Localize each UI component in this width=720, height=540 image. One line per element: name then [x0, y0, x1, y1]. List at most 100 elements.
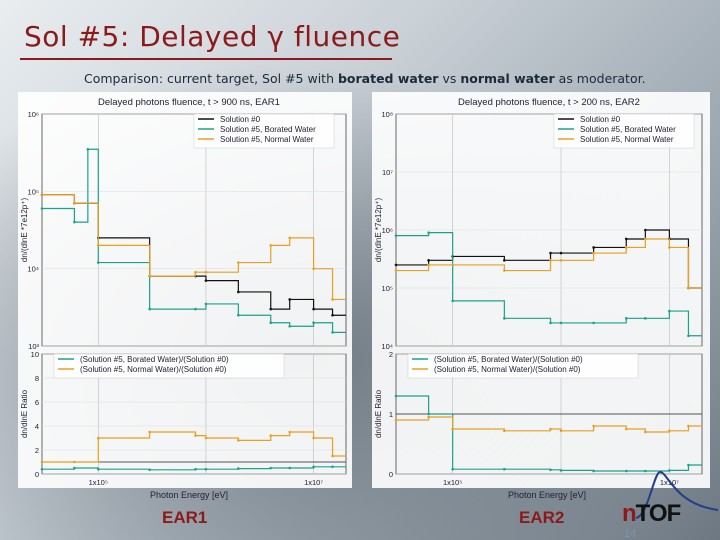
data-point: [288, 430, 292, 434]
data-point: [394, 234, 398, 237]
y-tick-label: 10⁴: [381, 342, 393, 350]
data-point: [451, 467, 454, 471]
data-point: [331, 465, 334, 469]
ntof-logo-n: n: [622, 500, 637, 527]
x-axis-label-ear1: Photon Energy [eV]: [150, 490, 229, 500]
data-point: [668, 246, 671, 249]
data-point: [269, 321, 273, 325]
data-point: [237, 261, 240, 264]
legend-entry: Solution #0: [220, 115, 261, 124]
data-point: [592, 246, 595, 249]
x-axis-label-ear2: Photon Energy [eV]: [508, 490, 587, 500]
y-tick-label: 10⁶: [382, 226, 393, 235]
data-point: [288, 298, 292, 301]
y-tick-label: 4: [35, 422, 39, 431]
legend-entry: Solution #5, Borated Water: [220, 125, 316, 134]
data-point: [269, 307, 273, 311]
subtitle-text-3: as moderator.: [554, 71, 646, 86]
legend-entry: (Solution #5, Normal Water)/(Solution #0…: [80, 365, 227, 374]
data-point: [549, 468, 552, 472]
data-point: [194, 434, 197, 437]
y-tick-label: 1: [389, 410, 393, 419]
data-point: [427, 231, 430, 234]
data-point: [40, 193, 44, 197]
y-tick-label: 10⁶: [28, 110, 39, 119]
series-line: [396, 416, 702, 433]
data-point: [237, 439, 240, 442]
legend-box: [553, 113, 695, 149]
data-point: [331, 313, 334, 317]
data-point: [503, 429, 506, 433]
legend-entry: (Solution #5, Borated Water)/(Solution #…: [80, 355, 229, 364]
chart-ear1-ratio: 10 8 6 4 2 0 1x10⁵ 1x10⁷ dn/dlnE Ratio (Solution …: [18, 350, 352, 488]
x-tick-label: 1x10⁷: [304, 478, 323, 487]
data-point: [549, 321, 552, 325]
data-point: [73, 202, 76, 205]
chart-svg: 10⁶ 10⁵ 10⁴ 10³ Delayed photons fluence, t >…: [20, 97, 347, 350]
legend-entry: Solution #5, Normal Water: [580, 135, 674, 144]
y-axis-label: dn/dlnE Ratio: [20, 389, 29, 438]
data-point: [204, 467, 208, 471]
chart-svg: 10⁸ 10⁷ 10⁶ 10⁵ 10⁴ Delayed photons fluence, …: [374, 97, 703, 350]
data-point: [644, 237, 647, 241]
data-point: [668, 309, 671, 313]
y-tick-label: 2: [35, 446, 39, 455]
data-point: [204, 436, 208, 440]
data-point: [559, 469, 563, 472]
subtitle-borated: borated water: [337, 71, 439, 86]
data-point: [148, 274, 151, 278]
data-point: [312, 465, 315, 469]
data-point: [96, 261, 100, 264]
chart-title: Delayed photons fluence, t > 900 ns, EAR…: [98, 97, 280, 108]
data-point: [269, 434, 273, 437]
data-point: [427, 259, 430, 262]
data-point: [148, 307, 151, 311]
data-point: [427, 415, 430, 419]
legend-box: [407, 353, 639, 379]
data-point: [148, 430, 151, 434]
data-point: [559, 259, 563, 262]
data-point: [269, 244, 273, 247]
data-point: [624, 317, 628, 320]
y-axis-label: dn/(dlnE *7e12p⁺): [374, 198, 383, 263]
x-tick-label: 1x10⁵: [443, 478, 462, 487]
data-point: [687, 334, 690, 338]
legend-entry: Solution #5, Borated Water: [580, 125, 676, 134]
data-point: [451, 263, 454, 267]
data-point: [592, 321, 595, 325]
data-point: [73, 460, 76, 464]
y-tick-label: 10³: [28, 342, 39, 350]
data-point: [148, 468, 151, 472]
data-point: [73, 220, 76, 224]
ntof-logo: nTOF: [622, 500, 682, 528]
legend-entry: Solution #0: [580, 115, 621, 124]
data-point: [549, 251, 552, 255]
data-point: [592, 469, 595, 473]
slide-title: Sol #5: Delayed γ fluence: [24, 20, 401, 53]
data-point: [40, 207, 44, 210]
data-point: [312, 267, 315, 270]
subtitle-text-2: vs: [438, 71, 461, 86]
data-point: [427, 412, 430, 416]
ear2-label: EAR2: [519, 508, 565, 527]
data-point: [503, 317, 506, 320]
data-point: [73, 466, 76, 470]
data-point: [204, 302, 208, 306]
subtitle-normal: normal water: [460, 71, 555, 86]
data-point: [312, 436, 315, 440]
data-point: [503, 467, 506, 471]
data-point: [451, 299, 454, 303]
data-point: [644, 228, 647, 232]
y-axis-label: dn/dlnE Ratio: [374, 389, 383, 438]
series-line: [42, 466, 346, 471]
data-point: [394, 269, 398, 272]
data-point: [624, 427, 628, 431]
data-point: [331, 331, 334, 334]
chart-legend: (Solution #5, Borated Water)/(Solution #…: [53, 353, 285, 379]
data-point: [331, 454, 334, 458]
y-tick-label: 2: [389, 350, 393, 359]
data-point: [592, 251, 595, 255]
ntof-logo-text: TOF: [635, 500, 682, 527]
data-point: [559, 429, 563, 433]
